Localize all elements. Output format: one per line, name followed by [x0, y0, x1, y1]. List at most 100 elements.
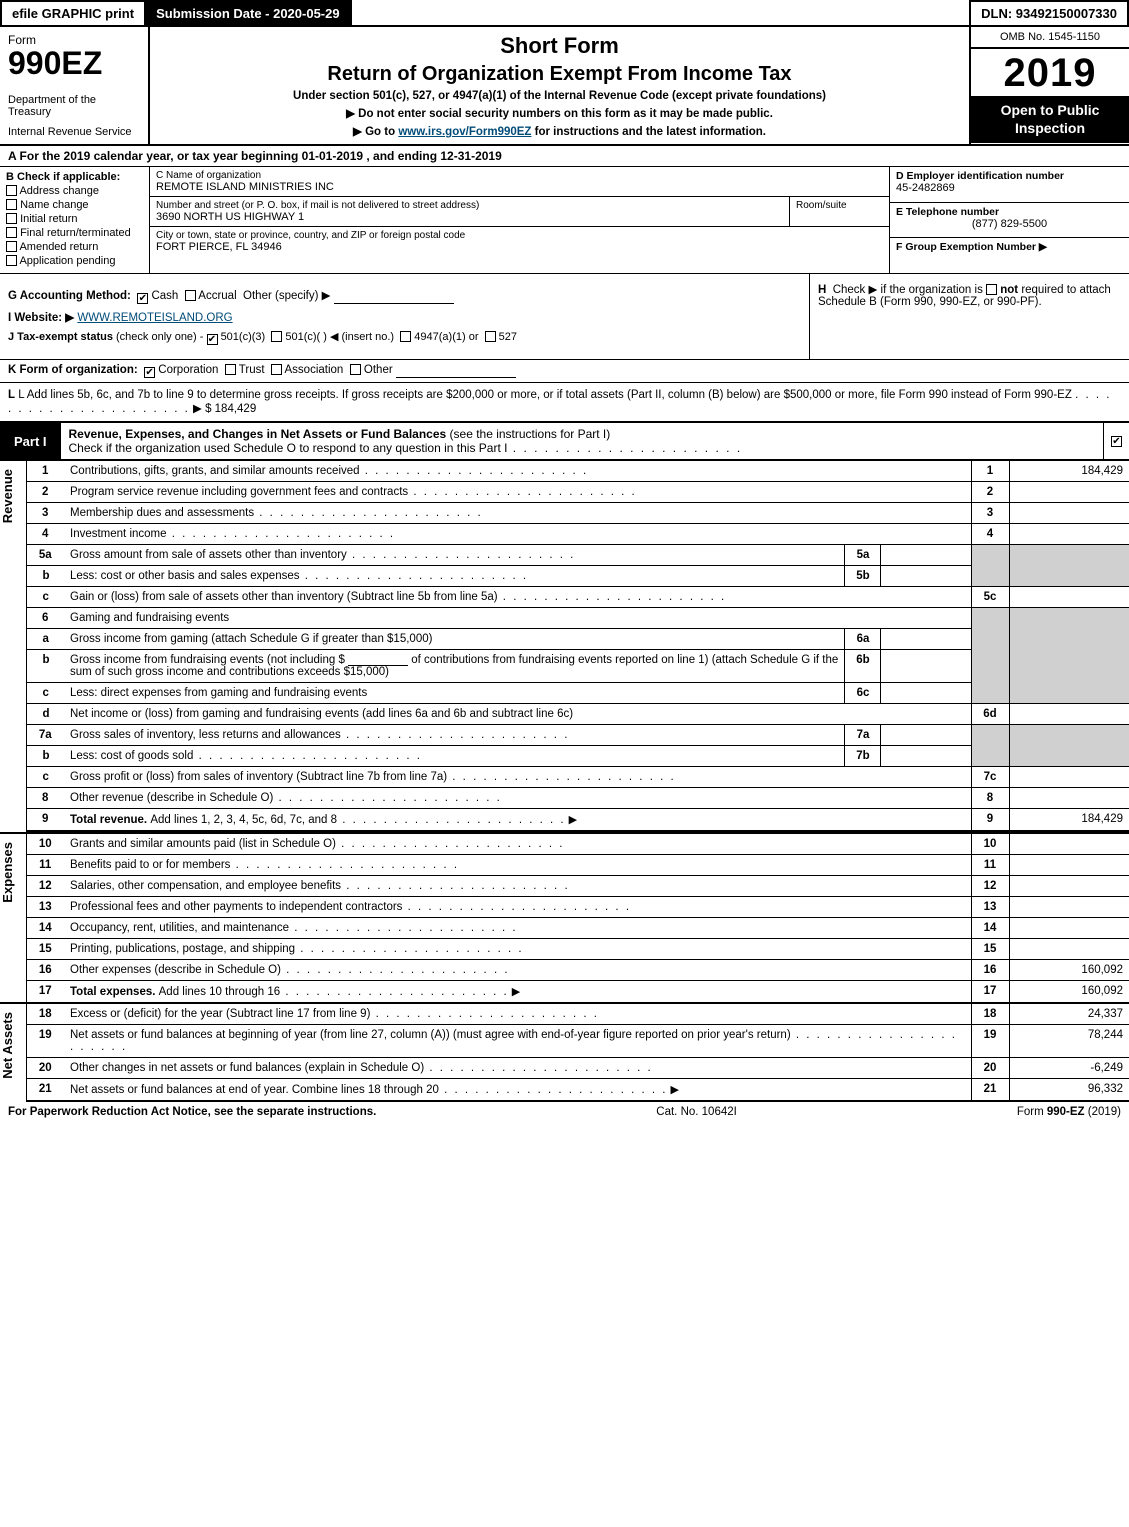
dots-icon [300, 570, 529, 582]
j-501c-checkbox[interactable] [271, 331, 282, 342]
k-other-checkbox[interactable] [350, 364, 361, 375]
num: 4 [971, 524, 1009, 545]
dln: DLN: 93492150007330 [969, 0, 1129, 25]
line-a-taxyear: A For the 2019 calendar year, or tax yea… [0, 146, 1129, 167]
h-checkbox[interactable] [986, 284, 997, 295]
irs-link[interactable]: www.irs.gov/Form990EZ [398, 126, 531, 138]
title-short-form: Short Form [162, 33, 957, 59]
checkbox-icon[interactable] [6, 199, 17, 210]
ln: 2 [26, 482, 64, 503]
mini-val [881, 725, 971, 746]
checkbox-icon[interactable] [6, 185, 17, 196]
h-not: not [1000, 284, 1018, 296]
arrow-icon [509, 986, 521, 998]
entity-block: B Check if applicable: Address change Na… [0, 167, 1129, 274]
efile-graphic-print[interactable]: efile GRAPHIC print [0, 0, 146, 25]
amt [1009, 876, 1129, 897]
desc-text: Gross profit or (loss) from sales of inv… [70, 771, 447, 783]
amt-shade [1009, 629, 1129, 650]
ln: 3 [26, 503, 64, 524]
table-row: Net Assets 18 Excess or (deficit) for th… [0, 1003, 1129, 1025]
check-final-return: Final return/terminated [6, 227, 143, 239]
ln: c [26, 587, 64, 608]
c-roomsuite-label: Room/suite [796, 200, 883, 211]
k-other-input[interactable] [396, 377, 516, 378]
mini-ln: 5a [845, 545, 881, 566]
desc-text: Printing, publications, postage, and shi… [70, 943, 295, 955]
desc-text: Professional fees and other payments to … [70, 901, 402, 913]
checkbox-icon[interactable] [6, 241, 17, 252]
footer-catno: Cat. No. 10642I [656, 1106, 737, 1118]
g-cash-checkbox[interactable] [137, 293, 148, 304]
mini-ln: 6a [845, 629, 881, 650]
num: 19 [971, 1025, 1009, 1058]
table-row: 17 Total expenses. Add lines 10 through … [0, 981, 1129, 1004]
mini-ln: 5b [845, 566, 881, 587]
num: 1 [971, 461, 1009, 482]
mini-val [881, 545, 971, 566]
check-name-change: Name change [6, 199, 143, 211]
g-other-input[interactable] [334, 303, 454, 304]
num: 11 [971, 855, 1009, 876]
dots-icon [439, 1084, 668, 1096]
amt [1009, 788, 1129, 809]
ln: 18 [26, 1003, 64, 1025]
checkbox-icon[interactable] [6, 227, 17, 238]
desc: Contributions, gifts, grants, and simila… [64, 461, 971, 482]
mini-ln: 7a [845, 725, 881, 746]
amt [1009, 503, 1129, 524]
desc: Gain or (loss) from sale of assets other… [64, 587, 971, 608]
desc: Gross profit or (loss) from sales of inv… [64, 767, 971, 788]
c-roomsuite-cell: Room/suite [789, 197, 889, 226]
amt [1009, 587, 1129, 608]
website-link[interactable]: WWW.REMOTEISLAND.ORG [77, 312, 232, 324]
g-accrual-checkbox[interactable] [185, 290, 196, 301]
h-text1: Check ▶ if the organization is [833, 284, 986, 296]
amt: 184,429 [1009, 461, 1129, 482]
desc: Gross amount from sale of assets other t… [64, 545, 845, 566]
k-assoc: Association [285, 364, 344, 376]
k-assoc-checkbox[interactable] [271, 364, 282, 375]
num: 16 [971, 960, 1009, 981]
dots-icon [360, 465, 589, 477]
num-shade [971, 608, 1009, 629]
mini-val [881, 746, 971, 767]
dots-icon [336, 838, 565, 850]
part1-title-cell: Revenue, Expenses, and Changes in Net As… [61, 423, 1103, 459]
mini-val [881, 683, 971, 704]
c-address-value: 3690 NORTH US HIGHWAY 1 [156, 211, 783, 223]
e-phone-label: E Telephone number [896, 206, 1123, 218]
check-initial-return: Initial return [6, 213, 143, 225]
d-ein-label: D Employer identification number [896, 170, 1123, 182]
form-990ez-page: efile GRAPHIC print Submission Date - 20… [0, 0, 1129, 1128]
checkbox-icon[interactable] [6, 255, 17, 266]
table-row: 2 Program service revenue including gove… [0, 482, 1129, 503]
table-row: 4 Investment income 4 [0, 524, 1129, 545]
j-4947-checkbox[interactable] [400, 331, 411, 342]
check-amended-return-label: Amended return [19, 241, 98, 253]
d-ein-cell: D Employer identification number 45-2482… [890, 167, 1129, 203]
header-left: Form 990EZ Department of the Treasury In… [0, 27, 150, 144]
ln: b [26, 650, 64, 683]
c-address-cell: Number and street (or P. O. box, if mail… [150, 197, 789, 226]
k-corp-checkbox[interactable] [144, 367, 155, 378]
j-501c3-checkbox[interactable] [207, 334, 218, 345]
check-address-change-label: Address change [19, 185, 99, 197]
desc-text: Grants and similar amounts paid (list in… [70, 838, 336, 850]
dots-icon [447, 771, 676, 783]
checkbox-icon[interactable] [6, 213, 17, 224]
dots-icon [370, 1008, 599, 1020]
num: 12 [971, 876, 1009, 897]
amt [1009, 482, 1129, 503]
f-group-label: F Group Exemption Number ▶ [896, 241, 1123, 253]
part1-header: Part I Revenue, Expenses, and Changes in… [0, 423, 1129, 460]
g-label: G Accounting Method: [8, 290, 131, 302]
line-g: G Accounting Method: Cash Accrual Other … [8, 288, 801, 304]
amt: 184,429 [1009, 809, 1129, 832]
checkbox-icon[interactable] [1111, 436, 1122, 447]
dots-icon [347, 549, 576, 561]
k-trust-checkbox[interactable] [225, 364, 236, 375]
j-527-checkbox[interactable] [485, 331, 496, 342]
desc: Occupancy, rent, utilities, and maintena… [64, 918, 971, 939]
amt [1009, 767, 1129, 788]
